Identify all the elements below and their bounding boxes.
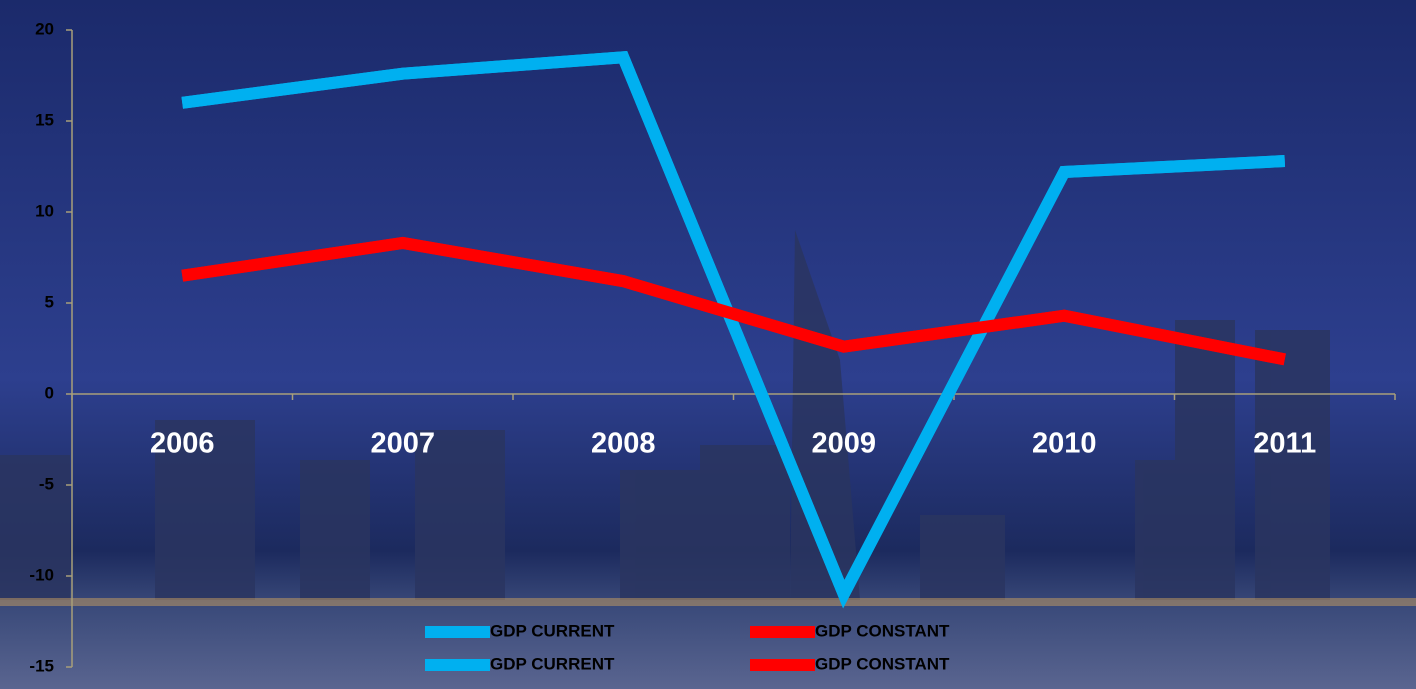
x-tick-label: 2006 [150, 428, 215, 460]
series-line [181, 236, 1286, 366]
shoreline-lights [0, 598, 1416, 606]
y-tick-label: -5 [39, 474, 54, 493]
y-tick-label: 5 [45, 292, 54, 311]
legend-label: GDP CURRENT [490, 621, 615, 640]
y-tick-label: 10 [35, 201, 54, 220]
skyline [0, 230, 1330, 600]
series-line [181, 50, 1286, 609]
y-tick-label: 15 [35, 110, 54, 129]
x-tick-label: 2009 [811, 428, 876, 460]
x-tick-label: 2008 [591, 428, 656, 460]
legend-label: GDP CONSTANT [815, 621, 950, 640]
legend-label: GDP CONSTANT [815, 654, 950, 673]
x-tick-label: 2010 [1032, 428, 1097, 460]
y-tick-label: 20 [35, 19, 54, 38]
x-tick-label: 2011 [1253, 428, 1316, 460]
y-tick-label: -15 [29, 656, 54, 675]
y-tick-label: 0 [45, 383, 54, 402]
y-tick-label: -10 [29, 565, 54, 584]
x-tick-label: 2007 [370, 428, 435, 460]
legend-label: GDP CURRENT [490, 654, 615, 673]
